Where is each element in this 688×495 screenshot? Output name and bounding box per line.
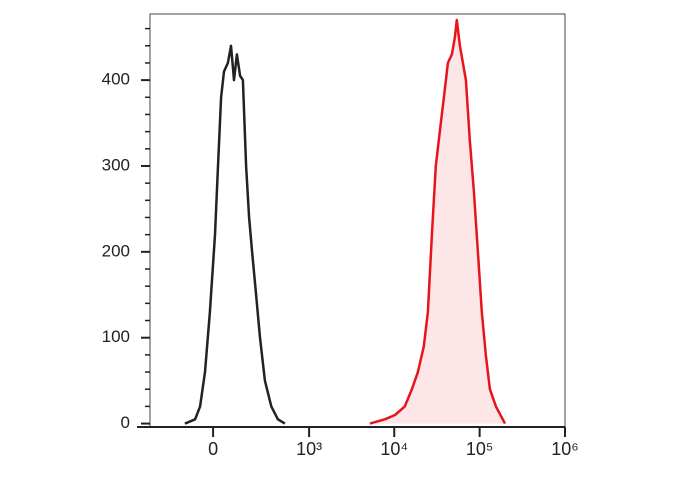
histogram-line: [184, 44, 286, 425]
y-tick-label: 0: [121, 413, 130, 432]
area-fill: [369, 20, 505, 424]
x-tick-label: 0: [208, 439, 218, 459]
y-tick-label: 200: [102, 241, 130, 260]
histogram-line: [369, 18, 507, 425]
y-tick-label: 100: [102, 327, 130, 346]
x-tick-label: 10⁴: [380, 439, 408, 459]
x-tick-label: 10³: [296, 439, 322, 459]
x-tick-label: 10⁶: [551, 439, 578, 459]
y-tick-label: 300: [102, 155, 130, 174]
y-tick-label: 400: [102, 70, 130, 89]
x-tick-label: 10⁵: [466, 439, 493, 459]
plot-frame: [149, 13, 566, 428]
